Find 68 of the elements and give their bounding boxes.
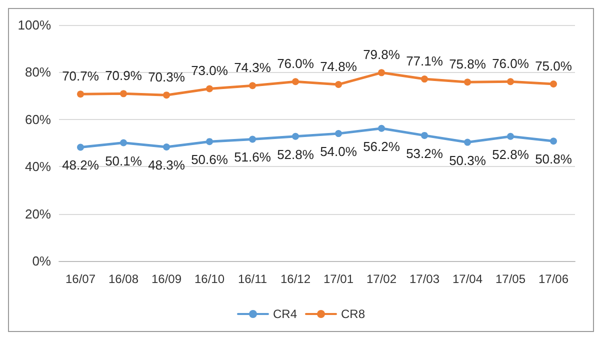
point xyxy=(378,69,385,76)
x-tick-label: 17/04 xyxy=(452,272,483,286)
point xyxy=(335,80,342,88)
point xyxy=(378,124,385,132)
y-tick-label: 20% xyxy=(24,206,52,222)
point xyxy=(206,138,213,146)
point xyxy=(335,130,342,138)
data-label: 75.0% xyxy=(535,58,572,74)
y-tick-label: 0% xyxy=(32,254,52,268)
point xyxy=(163,144,170,151)
legend-label: CR8 xyxy=(341,307,366,321)
data-label: 74.3% xyxy=(234,60,272,76)
data-label: 48.3% xyxy=(148,158,186,173)
x-tick-label: 16/11 xyxy=(238,272,268,286)
data-label: 70.9% xyxy=(105,68,142,84)
x-tick-label: 16/10 xyxy=(194,272,225,286)
data-label: 70.7% xyxy=(62,68,100,84)
data-label: 51.6% xyxy=(234,150,272,165)
data-label: 70.3% xyxy=(148,70,186,85)
y-tick-label: 80% xyxy=(24,64,52,80)
point xyxy=(507,78,514,86)
data-label: 52.8% xyxy=(492,146,530,162)
point xyxy=(77,144,84,151)
data-label: 50.3% xyxy=(449,152,486,168)
y-tick-label: 100% xyxy=(18,18,52,32)
data-label: 75.8% xyxy=(449,56,486,72)
x-tick-label: 16/09 xyxy=(151,272,182,286)
point xyxy=(292,78,299,86)
point xyxy=(249,82,256,90)
x-tick-label: 16/12 xyxy=(280,272,311,286)
data-label: 76.0% xyxy=(277,56,314,72)
data-label: 77.1% xyxy=(406,54,444,69)
point xyxy=(206,85,213,92)
x-tick-label: 17/03 xyxy=(409,272,440,286)
point xyxy=(163,92,170,99)
point xyxy=(421,132,428,139)
data-label: 73.0% xyxy=(191,63,228,78)
y-tick-label: 40% xyxy=(24,159,52,174)
x-tick-label: 17/02 xyxy=(366,272,397,286)
data-label: 56.2% xyxy=(363,138,400,154)
data-label: 79.8% xyxy=(363,47,400,62)
data-label: 54.0% xyxy=(320,144,358,160)
point xyxy=(292,132,299,140)
legend-label: CR4 xyxy=(272,307,298,321)
point xyxy=(421,76,428,83)
data-label: 53.2% xyxy=(406,146,444,161)
data-label: 74.8% xyxy=(320,58,358,74)
x-tick-label: 16/07 xyxy=(65,272,96,286)
data-label: 50.6% xyxy=(191,152,228,168)
data-label: 76.0% xyxy=(492,56,530,72)
point xyxy=(464,78,471,86)
y-tick-label: 60% xyxy=(24,112,52,127)
data-label: 52.8% xyxy=(277,146,314,162)
point xyxy=(550,80,557,88)
x-tick-label: 17/01 xyxy=(323,272,354,286)
point xyxy=(120,139,127,146)
x-tick-label: 16/08 xyxy=(108,272,139,286)
x-tick-label: 17/05 xyxy=(495,272,526,286)
data-label: 50.1% xyxy=(105,153,142,168)
x-tick-label: 17/06 xyxy=(538,272,569,286)
point xyxy=(249,136,256,143)
point xyxy=(507,132,514,140)
point xyxy=(464,138,471,146)
point xyxy=(77,90,84,98)
point xyxy=(120,90,127,98)
data-label: 48.2% xyxy=(62,158,100,173)
data-label: 50.8% xyxy=(535,152,572,167)
point xyxy=(550,138,557,145)
